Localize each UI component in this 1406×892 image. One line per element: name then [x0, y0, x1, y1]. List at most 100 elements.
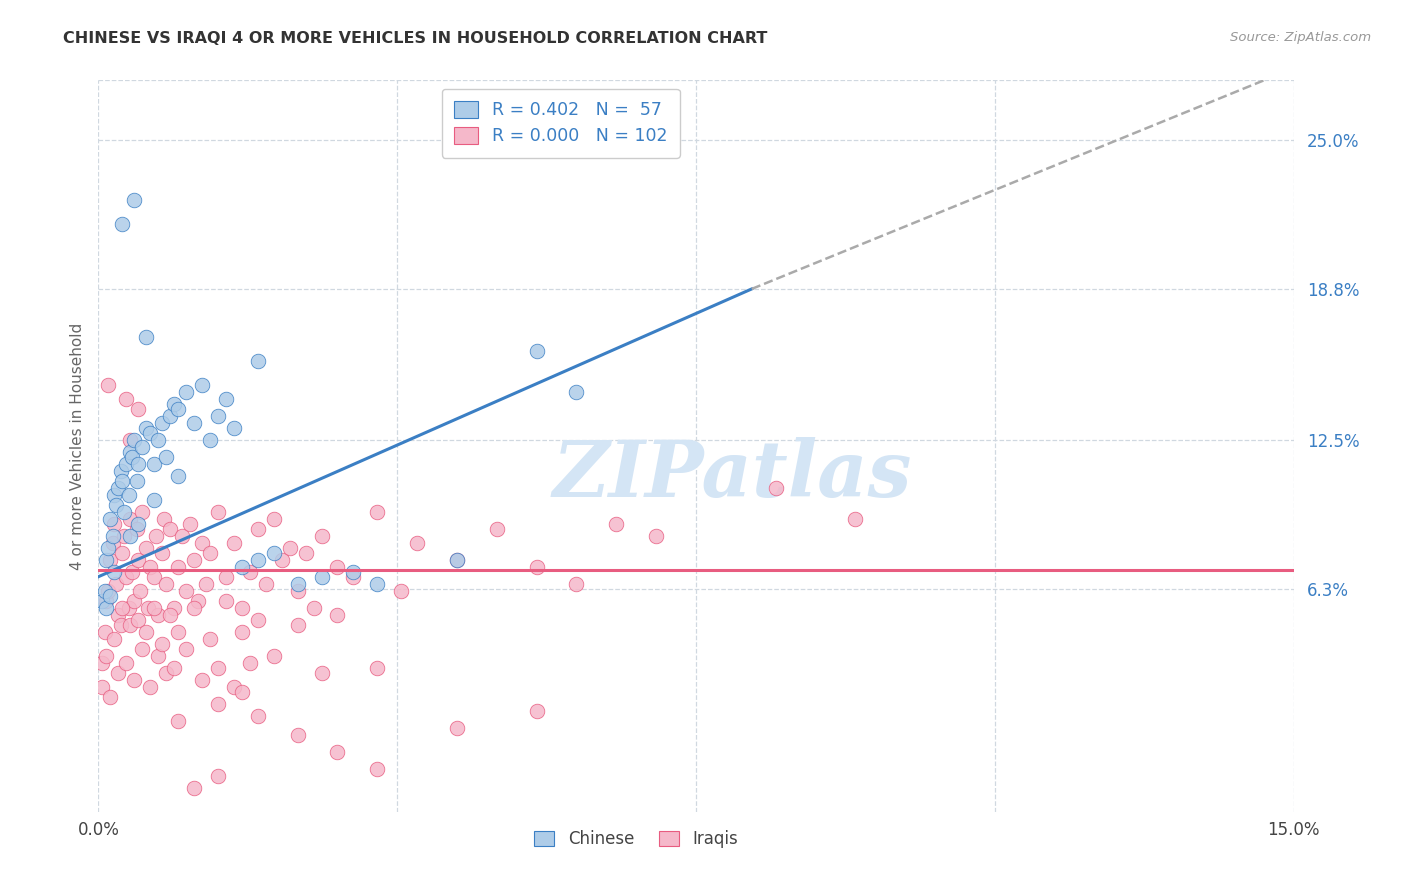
Point [179, 516, 201, 531]
Point [765, 481, 787, 495]
Point [207, 769, 229, 783]
Point [167, 560, 190, 574]
Point [97, 584, 120, 599]
Point [155, 577, 177, 591]
Text: ZIPatlas: ZIPatlas [553, 437, 911, 514]
Point [101, 536, 124, 550]
Point [195, 577, 218, 591]
Point [155, 450, 177, 464]
Point [246, 553, 269, 567]
Point [139, 680, 162, 694]
Point [191, 536, 214, 550]
Point [366, 577, 388, 591]
Point [198, 433, 221, 447]
Point [198, 546, 221, 560]
Point [96, 648, 118, 663]
Point [91, 680, 114, 694]
Point [111, 546, 134, 560]
Point [115, 570, 138, 584]
Point [342, 565, 364, 579]
Point [366, 762, 388, 776]
Point [118, 488, 141, 502]
Point [174, 584, 197, 599]
Point [526, 344, 548, 359]
Point [183, 553, 205, 567]
Point [222, 680, 245, 694]
Point [103, 488, 125, 502]
Point [172, 529, 194, 543]
Point [107, 608, 129, 623]
Point [231, 560, 253, 574]
Point [311, 529, 333, 543]
Point [287, 728, 309, 742]
Point [526, 560, 548, 574]
Point [150, 416, 173, 430]
Point [111, 600, 134, 615]
Point [120, 445, 142, 459]
Point [115, 656, 138, 670]
Point [167, 469, 190, 483]
Point [239, 656, 262, 670]
Point [98, 512, 122, 526]
Point [174, 641, 197, 656]
Point [254, 577, 277, 591]
Point [143, 492, 166, 507]
Point [150, 546, 173, 560]
Point [112, 529, 135, 543]
Point [311, 665, 333, 680]
Point [485, 522, 508, 536]
Point [163, 600, 186, 615]
Point [191, 673, 214, 687]
Point [645, 529, 668, 543]
Point [120, 617, 142, 632]
Point [366, 661, 388, 675]
Point [163, 661, 186, 675]
Point [150, 637, 173, 651]
Point [406, 536, 429, 550]
Point [121, 450, 143, 464]
Point [135, 624, 157, 639]
Point [183, 780, 205, 795]
Point [207, 409, 229, 423]
Point [215, 392, 238, 407]
Point [103, 632, 125, 646]
Text: CHINESE VS IRAQI 4 OR MORE VEHICLES IN HOUSEHOLD CORRELATION CHART: CHINESE VS IRAQI 4 OR MORE VEHICLES IN H… [63, 31, 768, 46]
Point [96, 593, 118, 607]
Point [239, 565, 262, 579]
Point [287, 617, 309, 632]
Point [104, 498, 127, 512]
Point [96, 600, 118, 615]
Point [198, 632, 221, 646]
Point [125, 522, 148, 536]
Point [107, 665, 129, 680]
Point [287, 584, 309, 599]
Point [844, 512, 866, 526]
Point [246, 708, 269, 723]
Point [302, 600, 325, 615]
Point [222, 421, 245, 435]
Point [143, 600, 166, 615]
Point [366, 505, 388, 519]
Point [215, 593, 238, 607]
Point [107, 481, 129, 495]
Point [127, 516, 149, 531]
Point [167, 714, 190, 728]
Point [215, 570, 238, 584]
Point [246, 613, 269, 627]
Point [120, 512, 142, 526]
Point [155, 665, 177, 680]
Text: Source: ZipAtlas.com: Source: ZipAtlas.com [1230, 31, 1371, 45]
Point [139, 425, 162, 440]
Point [187, 593, 209, 607]
Point [139, 560, 162, 574]
Point [278, 541, 301, 555]
Point [135, 541, 157, 555]
Point [127, 401, 149, 416]
Point [167, 401, 190, 416]
Point [128, 584, 150, 599]
Point [263, 648, 285, 663]
Point [605, 516, 627, 531]
Point [97, 377, 120, 392]
Point [294, 546, 316, 560]
Point [110, 464, 132, 478]
